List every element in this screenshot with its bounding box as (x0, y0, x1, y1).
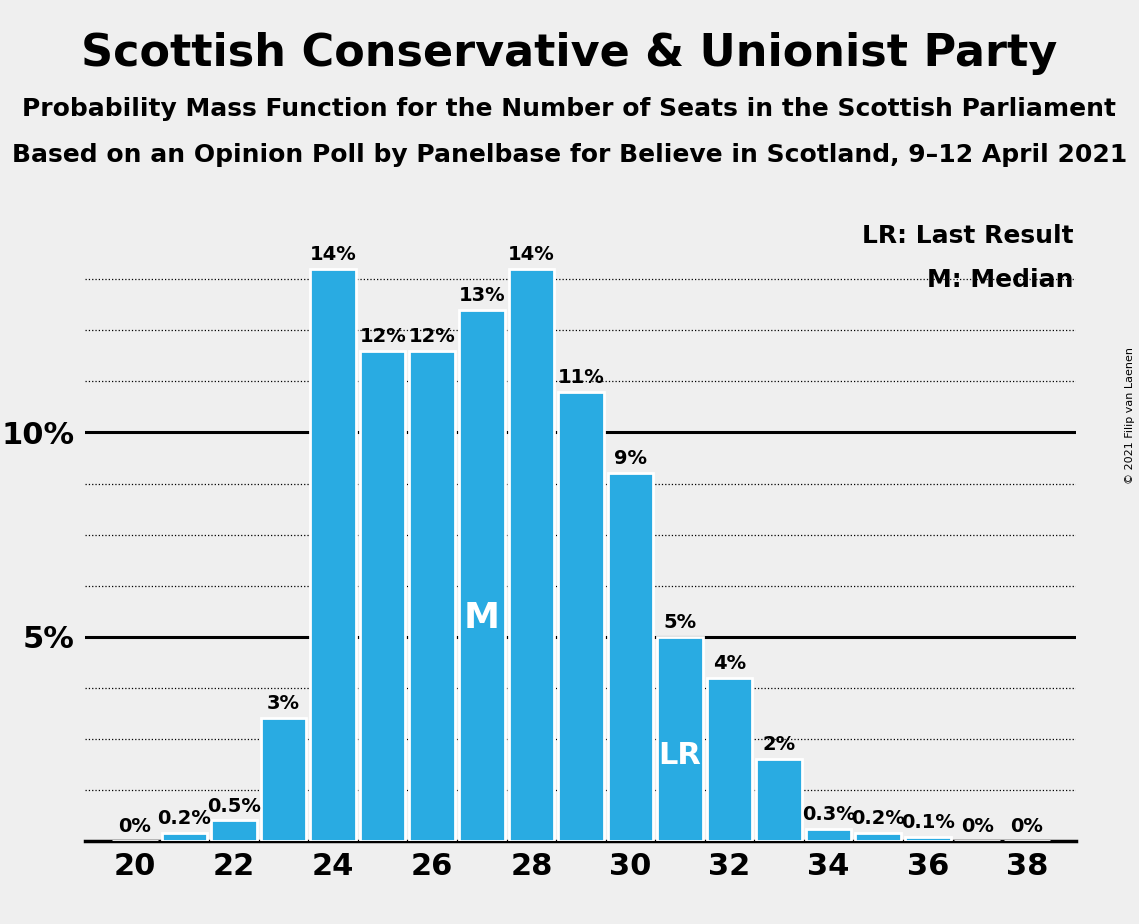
Text: LR: Last Result: LR: Last Result (862, 224, 1073, 248)
Bar (607, 473, 654, 841)
Bar (756, 760, 802, 841)
Text: 3%: 3% (268, 695, 300, 713)
Bar (558, 392, 604, 841)
Text: 0.1%: 0.1% (901, 813, 954, 832)
Bar (409, 351, 456, 841)
Bar (360, 351, 405, 841)
Text: 12%: 12% (409, 327, 456, 346)
Bar (310, 269, 357, 841)
Bar (261, 718, 306, 841)
Text: 11%: 11% (557, 368, 605, 387)
Bar (459, 310, 505, 841)
Text: 0%: 0% (1010, 817, 1043, 836)
Text: M: Median: M: Median (927, 268, 1073, 292)
Text: 14%: 14% (508, 245, 555, 264)
Text: 0%: 0% (961, 817, 993, 836)
Text: Based on an Opinion Poll by Panelbase for Believe in Scotland, 9–12 April 2021: Based on an Opinion Poll by Panelbase fo… (11, 143, 1128, 167)
Bar (657, 637, 703, 841)
Bar (855, 833, 901, 841)
Text: 0.3%: 0.3% (802, 805, 855, 823)
Text: Scottish Conservative & Unionist Party: Scottish Conservative & Unionist Party (81, 32, 1058, 76)
Text: 0.2%: 0.2% (851, 808, 906, 828)
Text: M: M (464, 601, 500, 635)
Bar (904, 837, 951, 841)
Text: 0%: 0% (118, 817, 151, 836)
Bar (162, 833, 207, 841)
Bar (706, 677, 753, 841)
Text: 4%: 4% (713, 653, 746, 673)
Bar (805, 829, 852, 841)
Text: 12%: 12% (359, 327, 407, 346)
Text: 13%: 13% (459, 286, 505, 305)
Text: 0.5%: 0.5% (207, 796, 261, 816)
Text: 2%: 2% (762, 736, 796, 754)
Text: 5%: 5% (663, 613, 697, 632)
Text: Probability Mass Function for the Number of Seats in the Scottish Parliament: Probability Mass Function for the Number… (23, 97, 1116, 121)
Text: © 2021 Filip van Laenen: © 2021 Filip van Laenen (1125, 347, 1134, 484)
Text: 9%: 9% (614, 449, 647, 468)
Text: 14%: 14% (310, 245, 357, 264)
Bar (508, 269, 555, 841)
Text: LR: LR (658, 741, 702, 770)
Bar (211, 821, 257, 841)
Text: 0.2%: 0.2% (157, 808, 212, 828)
